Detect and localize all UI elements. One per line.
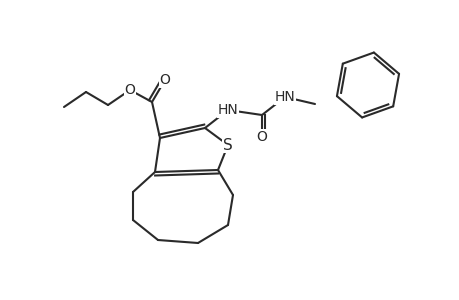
Text: O: O xyxy=(256,130,267,144)
Text: O: O xyxy=(124,83,135,97)
Text: HN: HN xyxy=(274,90,295,104)
Text: HN: HN xyxy=(217,103,238,117)
Text: O: O xyxy=(159,73,170,87)
Text: S: S xyxy=(223,137,232,152)
